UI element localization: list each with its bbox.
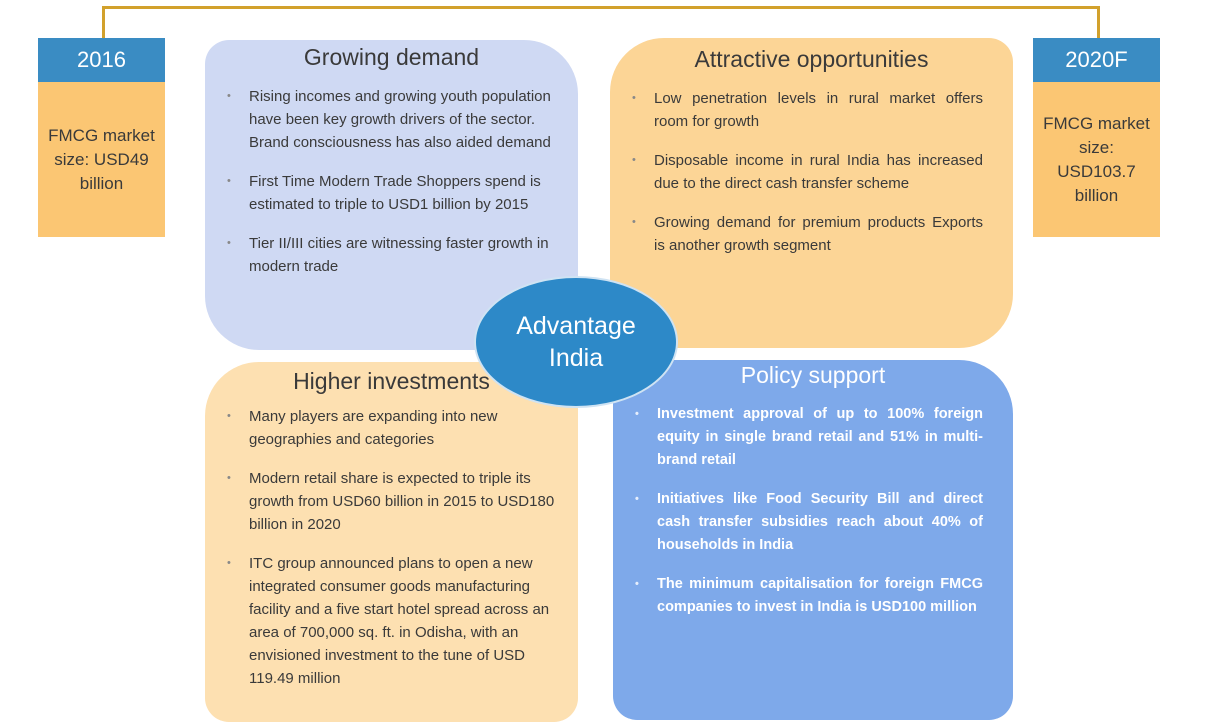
bullet-item: Rising incomes and growing youth populat… bbox=[225, 85, 558, 154]
quadrant-title: Policy support bbox=[740, 362, 886, 388]
bullet-item: Many players are expanding into new geog… bbox=[225, 405, 558, 451]
bullet-item: First Time Modern Trade Shoppers spend i… bbox=[225, 170, 558, 216]
year-body: FMCG market size: USD103.7 billion bbox=[1033, 82, 1160, 237]
quadrant: Higher investments Many players are expan… bbox=[205, 362, 578, 722]
quadrant-title: Higher investments bbox=[293, 368, 490, 394]
bullet-item: Initiatives like Food Security Bill and … bbox=[633, 488, 993, 557]
year-header: 2016 bbox=[38, 38, 165, 82]
center-label: Advantage India bbox=[516, 312, 636, 372]
bullet-item: ITC group announced plans to open a new … bbox=[225, 552, 558, 690]
quadrant: Policy support Investment approval of up … bbox=[613, 360, 1013, 720]
bullet-item: The minimum capitalisation for foreign F… bbox=[633, 573, 993, 619]
bullet-item: Low penetration levels in rural market o… bbox=[630, 87, 993, 133]
bullet-item: Investment approval of up to 100% foreig… bbox=[633, 403, 993, 472]
quadrant-title: Growing demand bbox=[303, 44, 480, 70]
bullet-item: Disposable income in rural India has inc… bbox=[630, 149, 993, 195]
quadrant-title: Attractive opportunities bbox=[694, 46, 929, 72]
connector-line bbox=[102, 6, 1100, 40]
bullet-item: Modern retail share is expected to tripl… bbox=[225, 467, 558, 536]
bullet-item: Growing demand for premium products Expo… bbox=[630, 211, 993, 257]
center-ellipse: Advantage India bbox=[474, 276, 678, 408]
bullet-item: Tier II/III cities are witnessing faster… bbox=[225, 232, 558, 278]
year-body: FMCG market size: USD49 billion bbox=[38, 82, 165, 237]
year-header: 2020F bbox=[1033, 38, 1160, 82]
quadrant: Growing demand Rising incomes and growing… bbox=[205, 40, 578, 350]
quadrant: Attractive opportunities Low penetration … bbox=[610, 38, 1013, 348]
